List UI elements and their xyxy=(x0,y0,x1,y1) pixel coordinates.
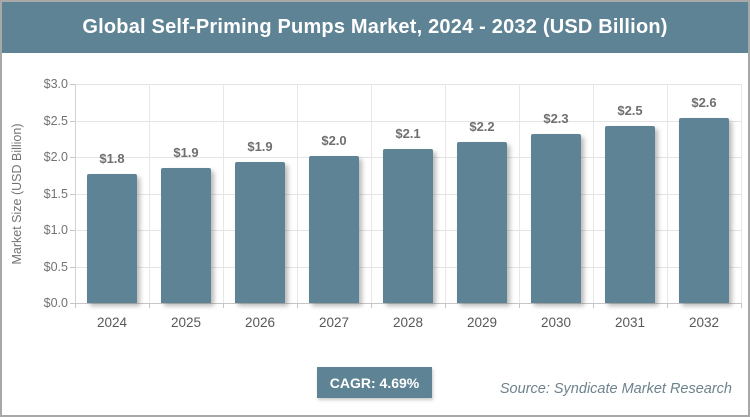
bar-2030 xyxy=(531,134,581,303)
source-note: Source: Syndicate Market Research xyxy=(499,381,732,397)
y-axis-line xyxy=(75,84,76,303)
x-axis-tick xyxy=(149,303,150,308)
y-axis-tick-label: $2.0 xyxy=(43,150,68,164)
y-axis-tick-label: $0.5 xyxy=(43,259,68,274)
x-axis-label: 2024 xyxy=(96,315,128,330)
y-axis-tick xyxy=(70,157,75,158)
chart-title: Global Self-Priming Pumps Market, 2024 -… xyxy=(82,16,668,38)
bar-value-label: $2.2 xyxy=(469,118,495,134)
bar-value-label: $1.9 xyxy=(173,144,199,160)
v-gridline xyxy=(297,84,298,303)
x-axis-label: 2032 xyxy=(688,315,720,330)
v-gridline xyxy=(741,84,742,303)
x-axis-tick xyxy=(223,303,224,308)
plot-area: $1.8 $1.9 $1.9 $2.0 $2.1 $2.2 $2.3 $2.5 $2.6 xyxy=(75,84,742,304)
v-gridline xyxy=(445,84,446,303)
v-gridline xyxy=(149,84,150,303)
chart-title-bar: Global Self-Priming Pumps Market, 2024 -… xyxy=(2,2,748,53)
x-axis-tick xyxy=(445,303,446,308)
bar-value-label: $2.6 xyxy=(691,95,717,111)
x-axis-tick xyxy=(371,303,372,308)
x-axis-line xyxy=(75,303,742,304)
x-axis-tick xyxy=(297,303,298,308)
bar-value-label: $1.8 xyxy=(99,150,125,166)
bar-2027 xyxy=(309,155,359,303)
cagr-badge: CAGR: 4.69% xyxy=(317,367,432,398)
bar-2031 xyxy=(605,126,655,303)
v-gridline xyxy=(371,84,372,303)
y-axis-tick xyxy=(70,120,75,122)
bar-value-label: $1.9 xyxy=(247,139,273,155)
x-axis-tick xyxy=(75,303,76,308)
v-gridline xyxy=(667,84,668,303)
bar-value-label: $2.5 xyxy=(617,103,643,119)
bar-value-label: $2.3 xyxy=(543,111,569,127)
y-axis-tick-label: $2.5 xyxy=(43,113,68,128)
bar-2029 xyxy=(457,141,507,303)
x-axis-tick xyxy=(519,303,520,308)
bar-2025 xyxy=(161,167,211,303)
x-axis-label: 2031 xyxy=(614,315,646,330)
y-axis-tick xyxy=(70,266,75,268)
v-gridline xyxy=(593,84,594,303)
y-axis-tick-label: $3.0 xyxy=(43,77,68,91)
x-axis-label: 2029 xyxy=(466,315,498,330)
x-axis-label: 2025 xyxy=(170,315,202,330)
v-gridline xyxy=(519,84,520,303)
y-axis-tick-label: $1.0 xyxy=(43,223,68,237)
x-axis-label: 2027 xyxy=(318,315,350,330)
bar-2024 xyxy=(87,173,137,303)
y-axis-tick-label: $1.5 xyxy=(43,186,68,201)
y-axis-tick xyxy=(70,303,75,304)
y-axis-tick xyxy=(70,84,75,85)
h-gridline xyxy=(75,120,742,122)
y-axis-tick-label: $0.0 xyxy=(43,296,68,310)
x-axis-tick xyxy=(741,303,742,308)
h-gridline xyxy=(75,84,742,85)
x-axis-label: 2026 xyxy=(244,315,276,330)
bar-value-label: $2.0 xyxy=(321,132,347,148)
bar-value-label: $2.1 xyxy=(395,125,421,141)
x-axis-label: 2028 xyxy=(392,315,424,330)
x-axis-tick xyxy=(667,303,668,308)
v-gridline xyxy=(223,84,224,303)
y-axis-tick xyxy=(70,193,75,195)
bar-2026 xyxy=(235,162,285,303)
x-axis-tick xyxy=(593,303,594,308)
x-axis-label: 2030 xyxy=(540,315,572,330)
bar-2032 xyxy=(679,118,729,303)
bar-2028 xyxy=(383,148,433,303)
y-axis-tick xyxy=(70,230,75,231)
